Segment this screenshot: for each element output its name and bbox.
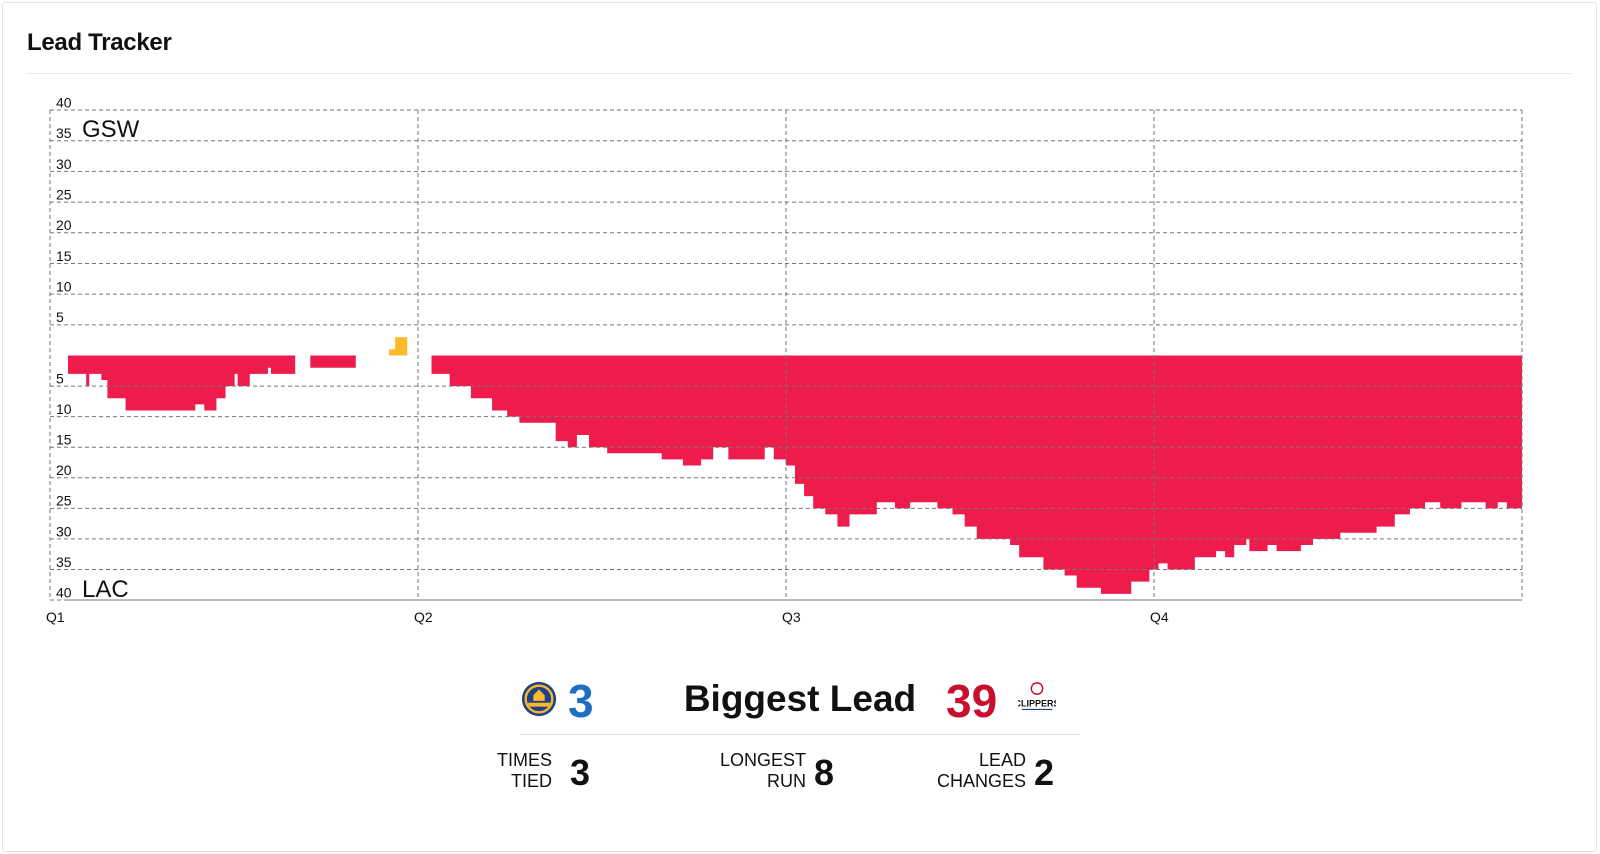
y-tick-bottom-30: 30 (56, 523, 72, 539)
gsw-biggest-lead: 3 (568, 675, 594, 727)
stats-panel: 3 Biggest Lead 39 CLIPPERS TIMES TIED 3 … (497, 670, 1080, 793)
y-tick-top-25: 25 (56, 186, 72, 202)
y-tick-top-10: 10 (56, 279, 72, 295)
longest-run-stat: LONGEST RUN 8 (720, 750, 838, 796)
clippers-logo: CLIPPERS (1018, 682, 1056, 711)
longest-run-value: 8 (814, 752, 835, 793)
stats-divider (520, 734, 1080, 735)
y-tick-bottom-10: 10 (56, 401, 72, 417)
lead-area-gsw (389, 337, 408, 356)
team-label-top: GSW (82, 116, 140, 143)
y-tick-top-20: 20 (56, 217, 72, 233)
lac-biggest-lead: 39 (946, 675, 998, 727)
biggest-lead-row: 3 Biggest Lead 39 CLIPPERS (520, 670, 1080, 734)
lead-changes-value: 2 (1034, 752, 1055, 793)
x-tick-q1: Q1 (46, 609, 65, 625)
x-tick-q2: Q2 (414, 609, 433, 625)
y-tick-bottom-5: 5 (56, 370, 64, 386)
lead-changes-stat: LEAD CHANGES 2 (937, 750, 1058, 796)
y-tick-bottom-20: 20 (56, 462, 72, 478)
y-tick-top-15: 15 (56, 248, 72, 264)
y-tick-bottom-15: 15 (56, 432, 72, 448)
lead-area-lac (68, 355, 1522, 594)
x-tick-q4: Q4 (1150, 609, 1169, 625)
y-tick-top-30: 30 (56, 156, 72, 172)
card-title: Lead Tracker (27, 29, 172, 56)
warriors-logo (521, 681, 557, 717)
svg-text:CLIPPERS: CLIPPERS (1018, 699, 1056, 709)
lead-tracker-chart: 40 35 30 25 20 15 10 5 5 10 15 20 25 30 35 40 GSW LAC Q1 Q2… (46, 94, 1523, 625)
lead-changes-label-2: CHANGES (936, 771, 1026, 791)
y-tick-top-5: 5 (56, 309, 64, 325)
biggest-lead-label: Biggest Lead (683, 678, 917, 719)
team-label-bottom: LAC (82, 576, 129, 603)
title-divider (27, 73, 1572, 74)
longest-run-label-2: RUN (767, 771, 806, 791)
y-tick-top-40: 40 (56, 94, 72, 110)
longest-run-label-1: LONGEST (719, 750, 806, 770)
y-tick-bottom-40: 40 (56, 584, 72, 600)
lead-changes-label-1: LEAD (978, 750, 1026, 770)
times-tied-label-2: TIED (510, 771, 552, 791)
times-tied-value: 3 (570, 752, 591, 793)
x-tick-q3: Q3 (782, 609, 801, 625)
times-tied-label-1: TIMES (496, 750, 552, 770)
y-tick-top-35: 35 (56, 125, 72, 141)
y-tick-bottom-35: 35 (56, 554, 72, 570)
times-tied-stat: TIMES TIED 3 (497, 750, 596, 796)
y-tick-bottom-25: 25 (56, 493, 72, 509)
